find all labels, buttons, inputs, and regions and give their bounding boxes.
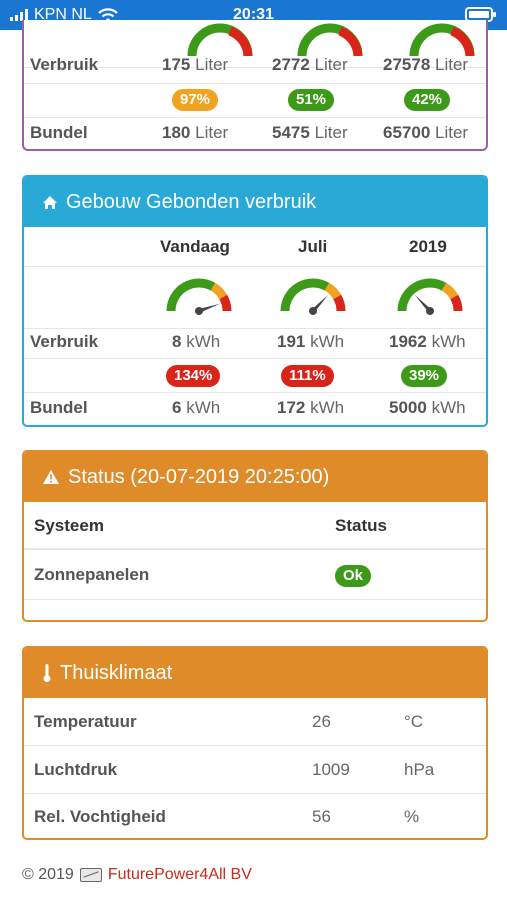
metric-label: Temperatuur	[34, 712, 137, 731]
metric-value: 1009	[312, 760, 350, 779]
gauge-icon	[280, 278, 346, 315]
metric-unit: %	[404, 807, 420, 826]
metric-label: Luchtdruk	[34, 760, 118, 779]
panel-header: Thuisklimaat	[24, 648, 486, 698]
energy-badge-row: 134% 111% 39%	[24, 359, 486, 393]
percentage-badge: 39%	[401, 365, 448, 387]
warning-icon	[43, 470, 59, 484]
panel-title: Gebouw Gebonden verbruik	[66, 190, 317, 213]
value-year: 5000 kWh	[389, 398, 466, 417]
gauge-icon	[397, 278, 463, 315]
column-header-year: 2019	[409, 237, 447, 256]
percentage-badge: 97%	[172, 89, 219, 111]
metric-label: Rel. Vochtigheid	[34, 807, 166, 826]
table-row: Zonnepanelen Ok	[24, 550, 486, 600]
metric-unit: hPa	[404, 760, 435, 779]
value-year: 27578 Liter	[383, 55, 469, 74]
copyright-text: © 2019	[22, 866, 74, 883]
value-today: 180 Liter	[162, 123, 229, 142]
percentage-badge: 42%	[404, 89, 451, 111]
brand-logo-icon	[79, 868, 102, 882]
energy-verbruik-row: Verbruik 8 kWh 191 kWh 1962 kWh	[24, 329, 486, 359]
value-today: 8 kWh	[172, 332, 221, 351]
footer: © 2019 FuturePower4All BV	[22, 866, 252, 884]
status-badge: Ok	[335, 565, 372, 587]
clock: 20:31	[233, 6, 274, 23]
energy-bundel-row: Bundel 6 kWh 172 kWh 5000 kWh	[24, 393, 486, 425]
value-today: 6 kWh	[172, 398, 221, 417]
water-usage-panel: Verbruik 175 Liter 2772 Liter 27578 Lite…	[22, 20, 488, 151]
metric-value: 56	[312, 807, 331, 826]
gauge-icon	[166, 278, 232, 315]
value-month: 172 kWh	[277, 398, 345, 417]
metric-unit: °C	[404, 712, 424, 731]
column-header-month: Juli	[298, 237, 328, 256]
row-label: Verbruik	[30, 332, 99, 351]
climate-row-temperature: Temperatuur 26 °C	[24, 698, 486, 746]
system-status-panel: Status (20-07-2019 20:25:00) Systeem Sta…	[22, 450, 488, 622]
metric-value: 26	[312, 712, 331, 731]
home-icon	[43, 195, 57, 209]
value-month: 5475 Liter	[272, 123, 348, 142]
percentage-badge: 134%	[166, 365, 221, 387]
column-header-status: Status	[335, 516, 387, 535]
system-name: Zonnepanelen	[34, 565, 150, 584]
panel-title: Thuisklimaat	[60, 661, 173, 684]
climate-row-pressure: Luchtdruk 1009 hPa	[24, 746, 486, 794]
gauge-icon	[297, 23, 363, 57]
column-header-today: Vandaag	[160, 237, 230, 256]
value-month: 2772 Liter	[272, 55, 348, 74]
value-month: 191 kWh	[277, 332, 345, 351]
status-header-row: Systeem Status	[24, 502, 486, 550]
thermometer-icon	[43, 664, 51, 682]
brand-link[interactable]: FuturePower4All BV	[107, 866, 252, 883]
gauge-needle	[309, 294, 329, 315]
climate-row-humidity: Rel. Vochtigheid 56 %	[24, 794, 486, 838]
signal-icon	[10, 9, 28, 21]
gauge-needle	[195, 303, 220, 315]
energy-usage-panel: Gebouw Gebonden verbruik Vandaag Juli 20…	[22, 175, 488, 427]
gauge-icon	[409, 23, 475, 57]
column-header-system: Systeem	[34, 516, 104, 535]
row-label: Verbruik	[30, 55, 99, 74]
water-badge-row: 97% 51% 42%	[24, 84, 486, 118]
carrier-name: KPN NL	[34, 6, 92, 23]
home-climate-panel: Thuisklimaat Temperatuur 26 °C Luchtdruk…	[22, 646, 488, 840]
row-label: Bundel	[30, 123, 88, 142]
gauge-row-partial	[24, 23, 486, 68]
row-label: Bundel	[30, 398, 88, 417]
column-header-row: Vandaag Juli 2019	[24, 227, 486, 267]
gauge-needle	[414, 294, 434, 315]
value-today: 175 Liter	[162, 55, 229, 74]
value-year: 65700 Liter	[383, 123, 469, 142]
panel-header: Gebouw Gebonden verbruik	[24, 177, 486, 227]
panel-header: Status (20-07-2019 20:25:00)	[24, 452, 486, 502]
carrier-info: KPN NL	[10, 6, 118, 24]
percentage-badge: 111%	[281, 365, 334, 387]
value-year: 1962 kWh	[389, 332, 466, 351]
gauge-row	[24, 267, 486, 329]
percentage-badge: 51%	[288, 89, 335, 111]
water-bundel-row: Bundel 180 Liter 5475 Liter 65700 Liter	[24, 118, 486, 149]
panel-title: Status (20-07-2019 20:25:00)	[68, 465, 330, 488]
water-verbruik-row: Verbruik 175 Liter 2772 Liter 27578 Lite…	[24, 46, 486, 84]
gauge-icon	[187, 23, 253, 57]
